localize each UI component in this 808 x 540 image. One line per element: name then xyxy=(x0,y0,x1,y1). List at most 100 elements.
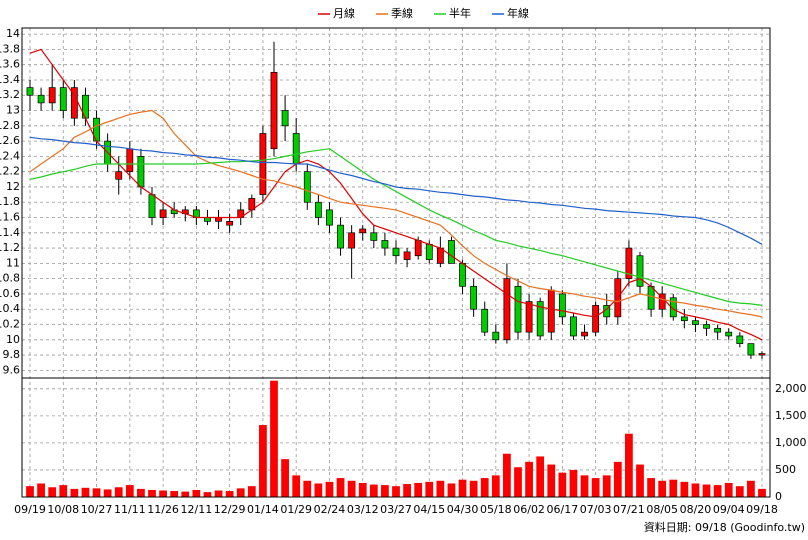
candle-body xyxy=(303,171,311,203)
x-tick-label: 11/26 xyxy=(147,503,179,516)
y-tick-label: 10 xyxy=(6,333,20,346)
volume-bar xyxy=(281,459,289,497)
x-tick-label: 09/19 xyxy=(14,503,46,516)
candle-body xyxy=(226,220,234,226)
legend-label: 月線 xyxy=(333,6,355,20)
y-tick-label: 12.2 xyxy=(0,165,20,178)
volume-bar xyxy=(514,467,522,497)
x-tick-label: 07/21 xyxy=(613,503,645,516)
candle-body xyxy=(592,305,600,333)
y-tick-label: 11.2 xyxy=(0,241,20,254)
volume-bar xyxy=(636,464,644,497)
y-tick-label: 12 xyxy=(6,180,20,193)
volume-bar xyxy=(658,480,667,497)
y-tick-label: 9.6 xyxy=(3,363,21,376)
candle-body xyxy=(326,209,333,226)
ma-line xyxy=(29,148,763,306)
y-tick-label: 14 xyxy=(6,27,20,40)
x-tick-label: 01/14 xyxy=(247,503,279,516)
y-tick-label: 11.4 xyxy=(0,226,20,239)
volume-bar xyxy=(447,483,456,497)
candle-body xyxy=(59,87,67,111)
candle-body xyxy=(448,240,455,264)
candle-body xyxy=(359,228,367,234)
volume-bar xyxy=(81,487,90,497)
candle-body xyxy=(115,171,123,180)
x-tick-label: 11/11 xyxy=(114,503,146,516)
candle-body xyxy=(292,133,300,165)
volume-bar xyxy=(192,489,201,497)
volume-bar xyxy=(436,480,445,497)
volume-bar xyxy=(580,475,589,497)
x-tick-label: 12/11 xyxy=(181,503,213,516)
volume-bar xyxy=(325,481,334,497)
volume-bar xyxy=(702,484,711,497)
volume-bar xyxy=(381,485,389,497)
candle-body xyxy=(758,353,766,356)
candle-body xyxy=(270,71,278,150)
candle-body xyxy=(747,343,755,356)
candle-body xyxy=(669,297,677,318)
y2-tick-label: 0 xyxy=(775,490,782,503)
y2-tick-label: 1,500 xyxy=(775,409,807,422)
volume-bar xyxy=(259,425,267,497)
volume-bar xyxy=(70,488,79,497)
volume-bar xyxy=(336,478,345,497)
volume-bar xyxy=(747,480,755,497)
volume-bar xyxy=(647,478,655,497)
x-tick-label: 04/15 xyxy=(413,503,445,516)
volume-bar xyxy=(270,380,278,497)
volume-bar xyxy=(503,453,511,497)
candle-body xyxy=(381,240,389,249)
volume-bar xyxy=(425,481,434,497)
x-tick-label: 10/08 xyxy=(47,503,79,516)
candle-body xyxy=(714,327,722,333)
x-tick-label: 08/20 xyxy=(680,503,712,516)
volume-bar xyxy=(159,490,167,497)
volume-bar xyxy=(713,485,722,497)
candle-body xyxy=(470,285,478,310)
candle-body xyxy=(692,320,699,325)
volume-bar xyxy=(758,488,766,497)
y-tick-label: 13.4 xyxy=(0,73,20,86)
candle-body xyxy=(259,133,267,195)
volume-bar xyxy=(125,485,134,497)
y-tick-label: 13.6 xyxy=(0,58,20,71)
candle-body xyxy=(137,156,145,188)
x-tick-label: 06/02 xyxy=(513,503,545,516)
y-tick-label: 12.8 xyxy=(0,119,20,132)
x-tick-label: 08/05 xyxy=(646,503,678,516)
candle-body xyxy=(414,240,422,257)
candle-body xyxy=(425,243,433,260)
volume-bar xyxy=(680,481,689,497)
candle-body xyxy=(570,316,577,337)
y-tick-label: 11.6 xyxy=(0,211,20,224)
volume-bar xyxy=(613,461,622,497)
candle-body xyxy=(725,331,733,337)
x-tick-label: 01/29 xyxy=(280,503,312,516)
candle-body xyxy=(37,94,45,104)
volume-bar xyxy=(292,475,301,497)
volume-bar xyxy=(203,492,212,497)
candle-body xyxy=(481,308,489,333)
x-tick-label: 09/04 xyxy=(713,503,745,516)
ma-line xyxy=(29,136,763,245)
x-tick-label: 07/03 xyxy=(580,503,612,516)
candle-body xyxy=(436,247,444,264)
volume-bar xyxy=(137,488,145,497)
candle-body xyxy=(558,293,566,318)
candle-body xyxy=(26,87,34,96)
volume-bar xyxy=(314,483,323,497)
volume-bar xyxy=(558,472,567,497)
volume-bar xyxy=(114,487,123,497)
y-tick-label: 12.6 xyxy=(0,134,20,147)
candle-body xyxy=(736,335,744,344)
volume-bar xyxy=(669,479,678,497)
candle-body xyxy=(70,87,78,119)
volume-bar xyxy=(214,490,223,497)
volume-bar xyxy=(59,485,68,497)
candle-body xyxy=(403,251,411,260)
y2-tick-label: 2,000 xyxy=(775,382,807,395)
y-tick-label: 11.8 xyxy=(0,195,20,208)
